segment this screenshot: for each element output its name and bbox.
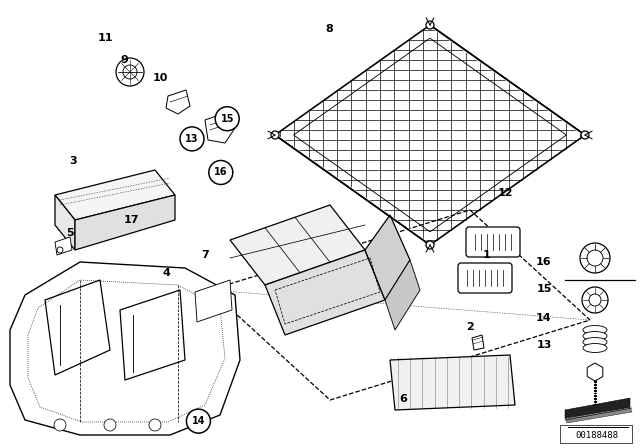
Text: 5: 5	[67, 228, 74, 238]
Polygon shape	[55, 170, 175, 220]
Text: 1: 1	[483, 250, 490, 260]
Circle shape	[149, 419, 161, 431]
Text: 8: 8	[326, 24, 333, 34]
Text: 6: 6	[399, 394, 407, 404]
Circle shape	[186, 409, 211, 433]
Polygon shape	[195, 280, 232, 322]
Polygon shape	[55, 237, 72, 255]
Circle shape	[116, 58, 144, 86]
Polygon shape	[365, 215, 410, 300]
Circle shape	[57, 247, 63, 253]
Circle shape	[582, 287, 608, 313]
Polygon shape	[565, 407, 632, 423]
Circle shape	[104, 419, 116, 431]
FancyBboxPatch shape	[458, 263, 512, 293]
Polygon shape	[265, 250, 385, 335]
Text: 13: 13	[185, 134, 199, 144]
Text: 9: 9	[121, 56, 129, 65]
Polygon shape	[75, 195, 175, 250]
Polygon shape	[230, 205, 365, 285]
Circle shape	[54, 419, 66, 431]
Text: 17: 17	[124, 215, 139, 224]
Circle shape	[209, 160, 233, 185]
Polygon shape	[390, 355, 515, 410]
Circle shape	[580, 243, 610, 273]
Text: 2: 2	[467, 322, 474, 332]
Text: 4: 4	[163, 268, 170, 278]
Circle shape	[581, 131, 589, 139]
Ellipse shape	[583, 344, 607, 353]
Circle shape	[194, 419, 206, 431]
Text: 12: 12	[498, 188, 513, 198]
Text: 14: 14	[536, 313, 552, 323]
Circle shape	[180, 127, 204, 151]
Text: 16: 16	[214, 168, 228, 177]
Polygon shape	[55, 195, 75, 250]
Ellipse shape	[583, 337, 607, 346]
Text: 00188488: 00188488	[575, 431, 618, 439]
FancyBboxPatch shape	[466, 227, 520, 257]
Text: 7: 7	[201, 250, 209, 260]
Text: 13: 13	[536, 340, 552, 350]
Polygon shape	[120, 290, 185, 380]
Text: 10: 10	[152, 73, 168, 83]
Polygon shape	[166, 90, 190, 114]
Polygon shape	[45, 280, 110, 375]
Ellipse shape	[583, 326, 607, 335]
Circle shape	[271, 131, 279, 139]
Polygon shape	[472, 335, 484, 350]
Polygon shape	[565, 398, 630, 418]
Circle shape	[215, 107, 239, 131]
Polygon shape	[385, 260, 420, 330]
Circle shape	[426, 21, 434, 29]
Text: 16: 16	[536, 257, 552, 267]
Ellipse shape	[583, 332, 607, 340]
Circle shape	[426, 241, 434, 249]
Text: 3: 3	[70, 156, 77, 166]
Text: 11: 11	[98, 33, 113, 43]
Text: 15: 15	[536, 284, 552, 294]
Polygon shape	[205, 113, 235, 143]
Text: 14: 14	[191, 416, 205, 426]
Polygon shape	[10, 262, 240, 435]
Text: 15: 15	[220, 114, 234, 124]
Polygon shape	[588, 363, 603, 381]
